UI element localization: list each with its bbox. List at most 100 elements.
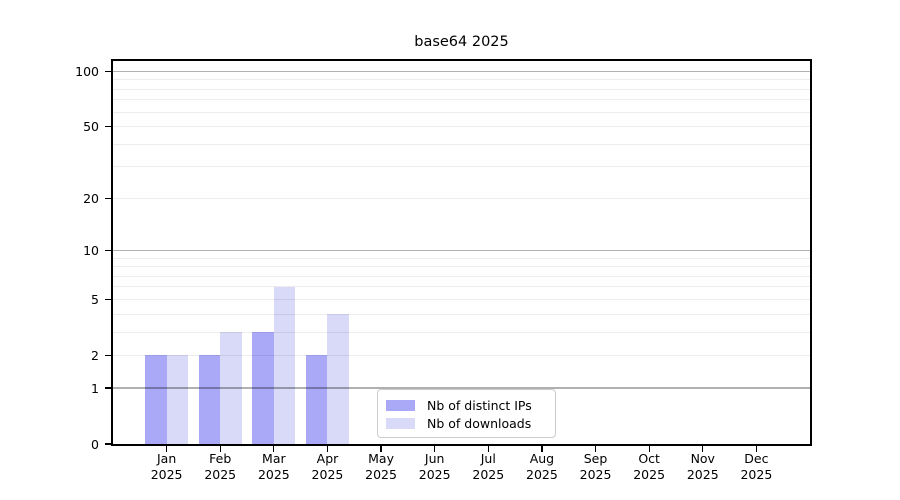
ytick-mark-50 bbox=[105, 125, 111, 128]
xtick-month: Jun bbox=[424, 451, 445, 466]
xtick-label-dec: Dec 2025 bbox=[726, 451, 786, 482]
xtick-mark-sep bbox=[594, 445, 597, 452]
xtick-year: 2025 bbox=[418, 466, 451, 482]
xtick-label-jan: Jan 2025 bbox=[137, 451, 197, 482]
legend-item-downloads: Nb of downloads bbox=[386, 415, 547, 434]
ytick-mark-100 bbox=[105, 70, 111, 73]
gridline-minor-3 bbox=[113, 331, 810, 333]
xtick-month: Nov bbox=[690, 451, 715, 466]
bar-distinct-ips-mar bbox=[252, 332, 274, 444]
bar-downloads-apr bbox=[327, 314, 349, 444]
xtick-mark-dec bbox=[755, 445, 758, 452]
bar-downloads-jan bbox=[166, 355, 189, 444]
gridline-minor-7 bbox=[113, 275, 810, 277]
xtick-month: Jan bbox=[156, 451, 177, 466]
gridline-minor-8 bbox=[113, 266, 810, 268]
gridline-minor-70 bbox=[113, 99, 810, 101]
xtick-label-jun: Jun 2025 bbox=[405, 451, 465, 482]
legend-item-distinct-ips: Nb of distinct IPs bbox=[386, 396, 547, 415]
legend: Nb of distinct IPs Nb of downloads bbox=[377, 389, 556, 438]
gridline-major-1 bbox=[113, 387, 810, 389]
bar-distinct-ips-feb bbox=[198, 355, 221, 444]
gridline-major-100 bbox=[113, 70, 810, 73]
xtick-year: 2025 bbox=[365, 466, 397, 482]
spine-right bbox=[810, 59, 812, 446]
ytick-mark-0 bbox=[105, 443, 111, 445]
xtick-year: 2025 bbox=[472, 466, 505, 482]
ytick-label-10: 10 bbox=[83, 242, 99, 258]
ytick-label-100: 100 bbox=[75, 63, 99, 79]
spine-left bbox=[111, 59, 113, 446]
bars-layer bbox=[113, 61, 810, 444]
xtick-month: Sep bbox=[583, 451, 608, 466]
xtick-month: May bbox=[368, 451, 394, 466]
gridline-major-10 bbox=[113, 249, 810, 252]
gridline-minor-6 bbox=[113, 286, 810, 288]
xtick-label-oct: Oct 2025 bbox=[619, 451, 679, 482]
xtick-month: Oct bbox=[638, 451, 660, 466]
xtick-year: 2025 bbox=[311, 466, 344, 482]
gridline-minor-50 bbox=[113, 126, 810, 128]
gridline-minor-5 bbox=[113, 298, 810, 300]
xtick-year: 2025 bbox=[204, 466, 237, 482]
xtick-month: Mar bbox=[262, 451, 286, 466]
spine-bottom bbox=[111, 444, 812, 446]
xtick-month: Dec bbox=[744, 451, 769, 466]
xtick-year: 2025 bbox=[686, 466, 719, 482]
ytick-label-1: 1 bbox=[91, 380, 99, 396]
bar-distinct-ips-apr bbox=[305, 355, 328, 444]
xtick-label-jul: Jul 2025 bbox=[458, 451, 518, 482]
chart-title: base64 2025 bbox=[414, 34, 509, 50]
gridline-minor-90 bbox=[113, 79, 810, 81]
xtick-mark-jul bbox=[487, 445, 489, 452]
ytick-label-50: 50 bbox=[83, 119, 99, 135]
plot-area bbox=[113, 61, 810, 444]
xtick-label-nov: Nov 2025 bbox=[673, 451, 733, 482]
bar-downloads-feb bbox=[220, 332, 242, 444]
xtick-mark-mar bbox=[273, 445, 275, 452]
ytick-mark-20 bbox=[105, 197, 111, 199]
xtick-label-feb: Feb 2025 bbox=[190, 451, 250, 482]
ytick-label-5: 5 bbox=[91, 291, 99, 307]
xtick-year: 2025 bbox=[150, 466, 183, 482]
gridline-minor-4 bbox=[113, 313, 810, 315]
xtick-month: Aug bbox=[529, 451, 555, 466]
xtick-mark-may bbox=[380, 445, 382, 452]
gridline-minor-2 bbox=[113, 354, 810, 356]
xtick-month: Feb bbox=[209, 451, 232, 466]
xtick-year: 2025 bbox=[633, 466, 666, 482]
spine-top bbox=[111, 59, 812, 61]
ytick-label-0: 0 bbox=[91, 436, 99, 452]
bar-distinct-ips-jan bbox=[145, 355, 167, 444]
legend-label: Nb of downloads bbox=[427, 416, 532, 432]
bar-downloads-mar bbox=[273, 286, 296, 444]
gridline-minor-20 bbox=[113, 197, 810, 199]
ytick-mark-10 bbox=[105, 249, 111, 252]
xtick-mark-jun bbox=[434, 445, 436, 452]
gridline-minor-40 bbox=[113, 143, 810, 145]
xtick-mark-oct bbox=[648, 445, 650, 452]
xtick-mark-jan bbox=[165, 445, 168, 452]
ytick-mark-2 bbox=[105, 354, 111, 356]
xtick-label-apr: Apr 2025 bbox=[297, 451, 357, 482]
xtick-label-mar: Mar 2025 bbox=[244, 451, 304, 482]
ytick-mark-1 bbox=[105, 387, 111, 389]
xtick-year: 2025 bbox=[579, 466, 612, 482]
xtick-month: Jul bbox=[480, 451, 496, 466]
xtick-mark-aug bbox=[541, 445, 543, 452]
gridline-minor-30 bbox=[113, 166, 810, 168]
ytick-label-2: 2 bbox=[91, 347, 99, 363]
ytick-label-20: 20 bbox=[83, 190, 99, 206]
xtick-year: 2025 bbox=[740, 466, 773, 482]
xtick-mark-nov bbox=[702, 445, 704, 452]
xtick-mark-apr bbox=[326, 445, 329, 452]
xtick-year: 2025 bbox=[526, 466, 558, 482]
ytick-mark-5 bbox=[105, 298, 111, 301]
xtick-label-sep: Sep 2025 bbox=[566, 451, 626, 482]
xtick-label-aug: Aug 2025 bbox=[512, 451, 572, 482]
gridline-minor-80 bbox=[113, 88, 810, 90]
xtick-mark-feb bbox=[219, 445, 221, 452]
gridline-minor-9 bbox=[113, 257, 810, 259]
grid-layer bbox=[113, 61, 810, 444]
